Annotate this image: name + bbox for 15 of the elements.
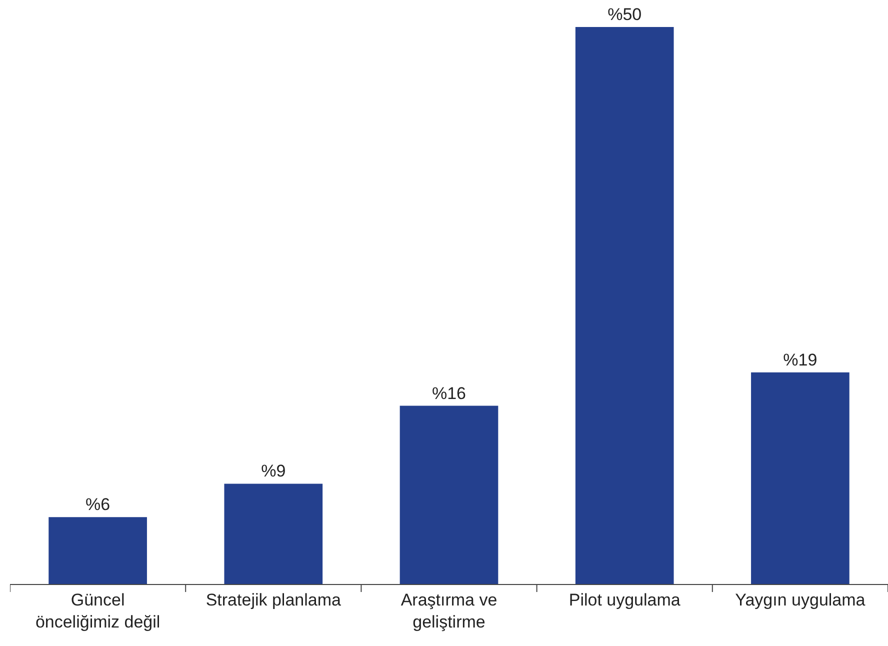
- data-label: %19: [783, 350, 818, 370]
- bar: [400, 406, 498, 584]
- bar: [751, 372, 850, 584]
- data-label: %16: [432, 384, 466, 403]
- x-tick-label: Araştırma ve geliştirme: [400, 590, 498, 632]
- x-tick-label: Stratejik planlama: [206, 590, 342, 610]
- bar: [48, 517, 147, 584]
- x-tick-label: Yaygın uygulama: [735, 590, 866, 610]
- bar: [224, 484, 323, 584]
- data-label: %50: [608, 5, 642, 24]
- bar: [575, 27, 674, 584]
- x-tick-label: Pilot uygulama: [568, 590, 681, 610]
- data-label: %6: [86, 495, 110, 514]
- x-tick-label: Güncel önceliğimiz değil: [35, 590, 160, 632]
- data-label: %9: [261, 462, 286, 481]
